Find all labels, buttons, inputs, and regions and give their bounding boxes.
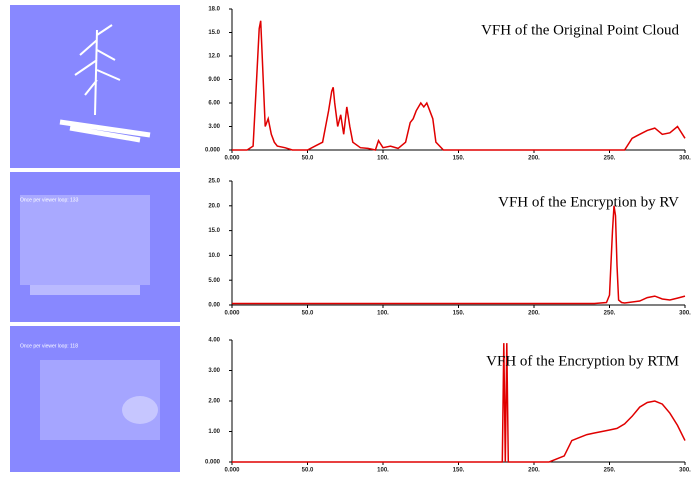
y-tick-label: 1.00 bbox=[208, 429, 220, 435]
y-tick-label: 9.00 bbox=[208, 77, 220, 83]
chart-title: VFH of the Encryption by RTM bbox=[486, 353, 679, 369]
x-tick-label: 50.0 bbox=[302, 311, 314, 317]
x-tick-label: 300. bbox=[679, 468, 691, 474]
x-tick-label: 50.0 bbox=[302, 156, 314, 162]
x-tick-label: 200. bbox=[528, 156, 540, 162]
x-tick-label: 50.0 bbox=[302, 468, 314, 474]
y-tick-label: 0.00 bbox=[208, 303, 220, 309]
x-tick-label: 100. bbox=[377, 156, 389, 162]
y-tick-label: 2.00 bbox=[208, 399, 220, 405]
y-tick-label: 4.00 bbox=[208, 338, 220, 344]
chart-title: VFH of the Encryption by RV bbox=[498, 194, 679, 210]
y-tick-label: 0.000 bbox=[205, 148, 221, 154]
x-tick-label: 200. bbox=[528, 311, 540, 317]
y-tick-label: 5.00 bbox=[208, 278, 220, 284]
x-tick-label: 300. bbox=[679, 156, 691, 162]
x-tick-label: 0.000 bbox=[224, 311, 240, 317]
x-tick-label: 200. bbox=[528, 468, 540, 474]
x-tick-label: 300. bbox=[679, 311, 691, 317]
y-tick-label: 6.00 bbox=[208, 101, 220, 107]
data-line bbox=[232, 206, 685, 304]
x-tick-label: 100. bbox=[377, 468, 389, 474]
y-tick-label: 18.0 bbox=[208, 7, 220, 13]
data-line bbox=[232, 21, 685, 150]
y-tick-label: 3.00 bbox=[208, 124, 220, 130]
x-tick-label: 150. bbox=[453, 468, 465, 474]
y-tick-label: 20.0 bbox=[208, 203, 220, 209]
image-caption: Once per viewer loop: 118 bbox=[20, 343, 78, 349]
y-tick-label: 15.0 bbox=[208, 30, 220, 36]
figure: Once per viewer loop: 133 Once per viewer… bbox=[0, 0, 694, 479]
chart-title: VFH of the Original Point Cloud bbox=[481, 22, 679, 38]
image-caption: Once per viewer loop: 133 bbox=[20, 197, 79, 203]
x-tick-label: 250. bbox=[604, 311, 616, 317]
x-tick-label: 150. bbox=[453, 156, 465, 162]
x-tick-label: 100. bbox=[377, 311, 389, 317]
y-tick-label: 12.0 bbox=[208, 54, 220, 60]
y-tick-label: 10.0 bbox=[208, 253, 220, 259]
x-tick-label: 0.000 bbox=[224, 156, 240, 162]
y-tick-label: 3.00 bbox=[208, 368, 220, 374]
x-tick-label: 250. bbox=[604, 156, 616, 162]
y-tick-label: 15.0 bbox=[208, 228, 220, 234]
x-tick-label: 150. bbox=[453, 311, 465, 317]
y-tick-label: 0.000 bbox=[205, 460, 221, 466]
y-tick-label: 25.0 bbox=[208, 179, 220, 185]
x-tick-label: 0.000 bbox=[224, 468, 240, 474]
x-tick-label: 250. bbox=[604, 468, 616, 474]
